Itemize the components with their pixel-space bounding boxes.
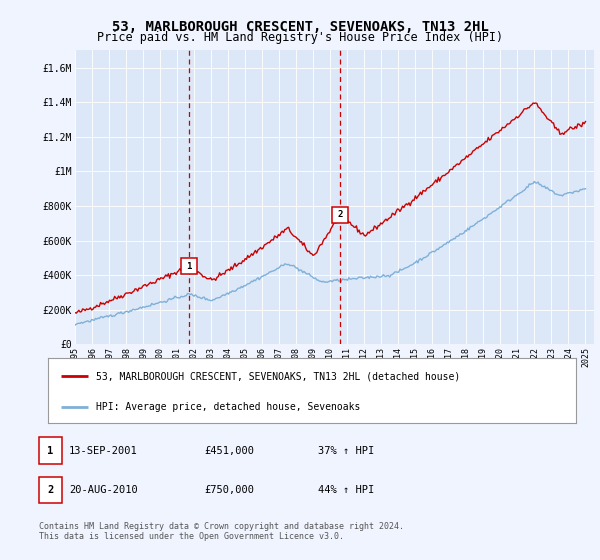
Text: Contains HM Land Registry data © Crown copyright and database right 2024.
This d: Contains HM Land Registry data © Crown c… [39,522,404,542]
Text: 53, MARLBOROUGH CRESCENT, SEVENOAKS, TN13 2HL (detached house): 53, MARLBOROUGH CRESCENT, SEVENOAKS, TN1… [95,371,460,381]
Text: £451,000: £451,000 [204,446,254,456]
Text: 1: 1 [47,446,53,456]
Text: 53, MARLBOROUGH CRESCENT, SEVENOAKS, TN13 2HL: 53, MARLBOROUGH CRESCENT, SEVENOAKS, TN1… [112,20,488,34]
Text: 44% ↑ HPI: 44% ↑ HPI [318,485,374,495]
Text: £750,000: £750,000 [204,485,254,495]
Text: 1: 1 [187,262,191,271]
Text: 2: 2 [338,210,343,219]
Text: HPI: Average price, detached house, Sevenoaks: HPI: Average price, detached house, Seve… [95,402,360,412]
Text: 2: 2 [47,485,53,495]
Text: Price paid vs. HM Land Registry's House Price Index (HPI): Price paid vs. HM Land Registry's House … [97,31,503,44]
Text: 37% ↑ HPI: 37% ↑ HPI [318,446,374,456]
Text: 20-AUG-2010: 20-AUG-2010 [69,485,138,495]
Text: 13-SEP-2001: 13-SEP-2001 [69,446,138,456]
